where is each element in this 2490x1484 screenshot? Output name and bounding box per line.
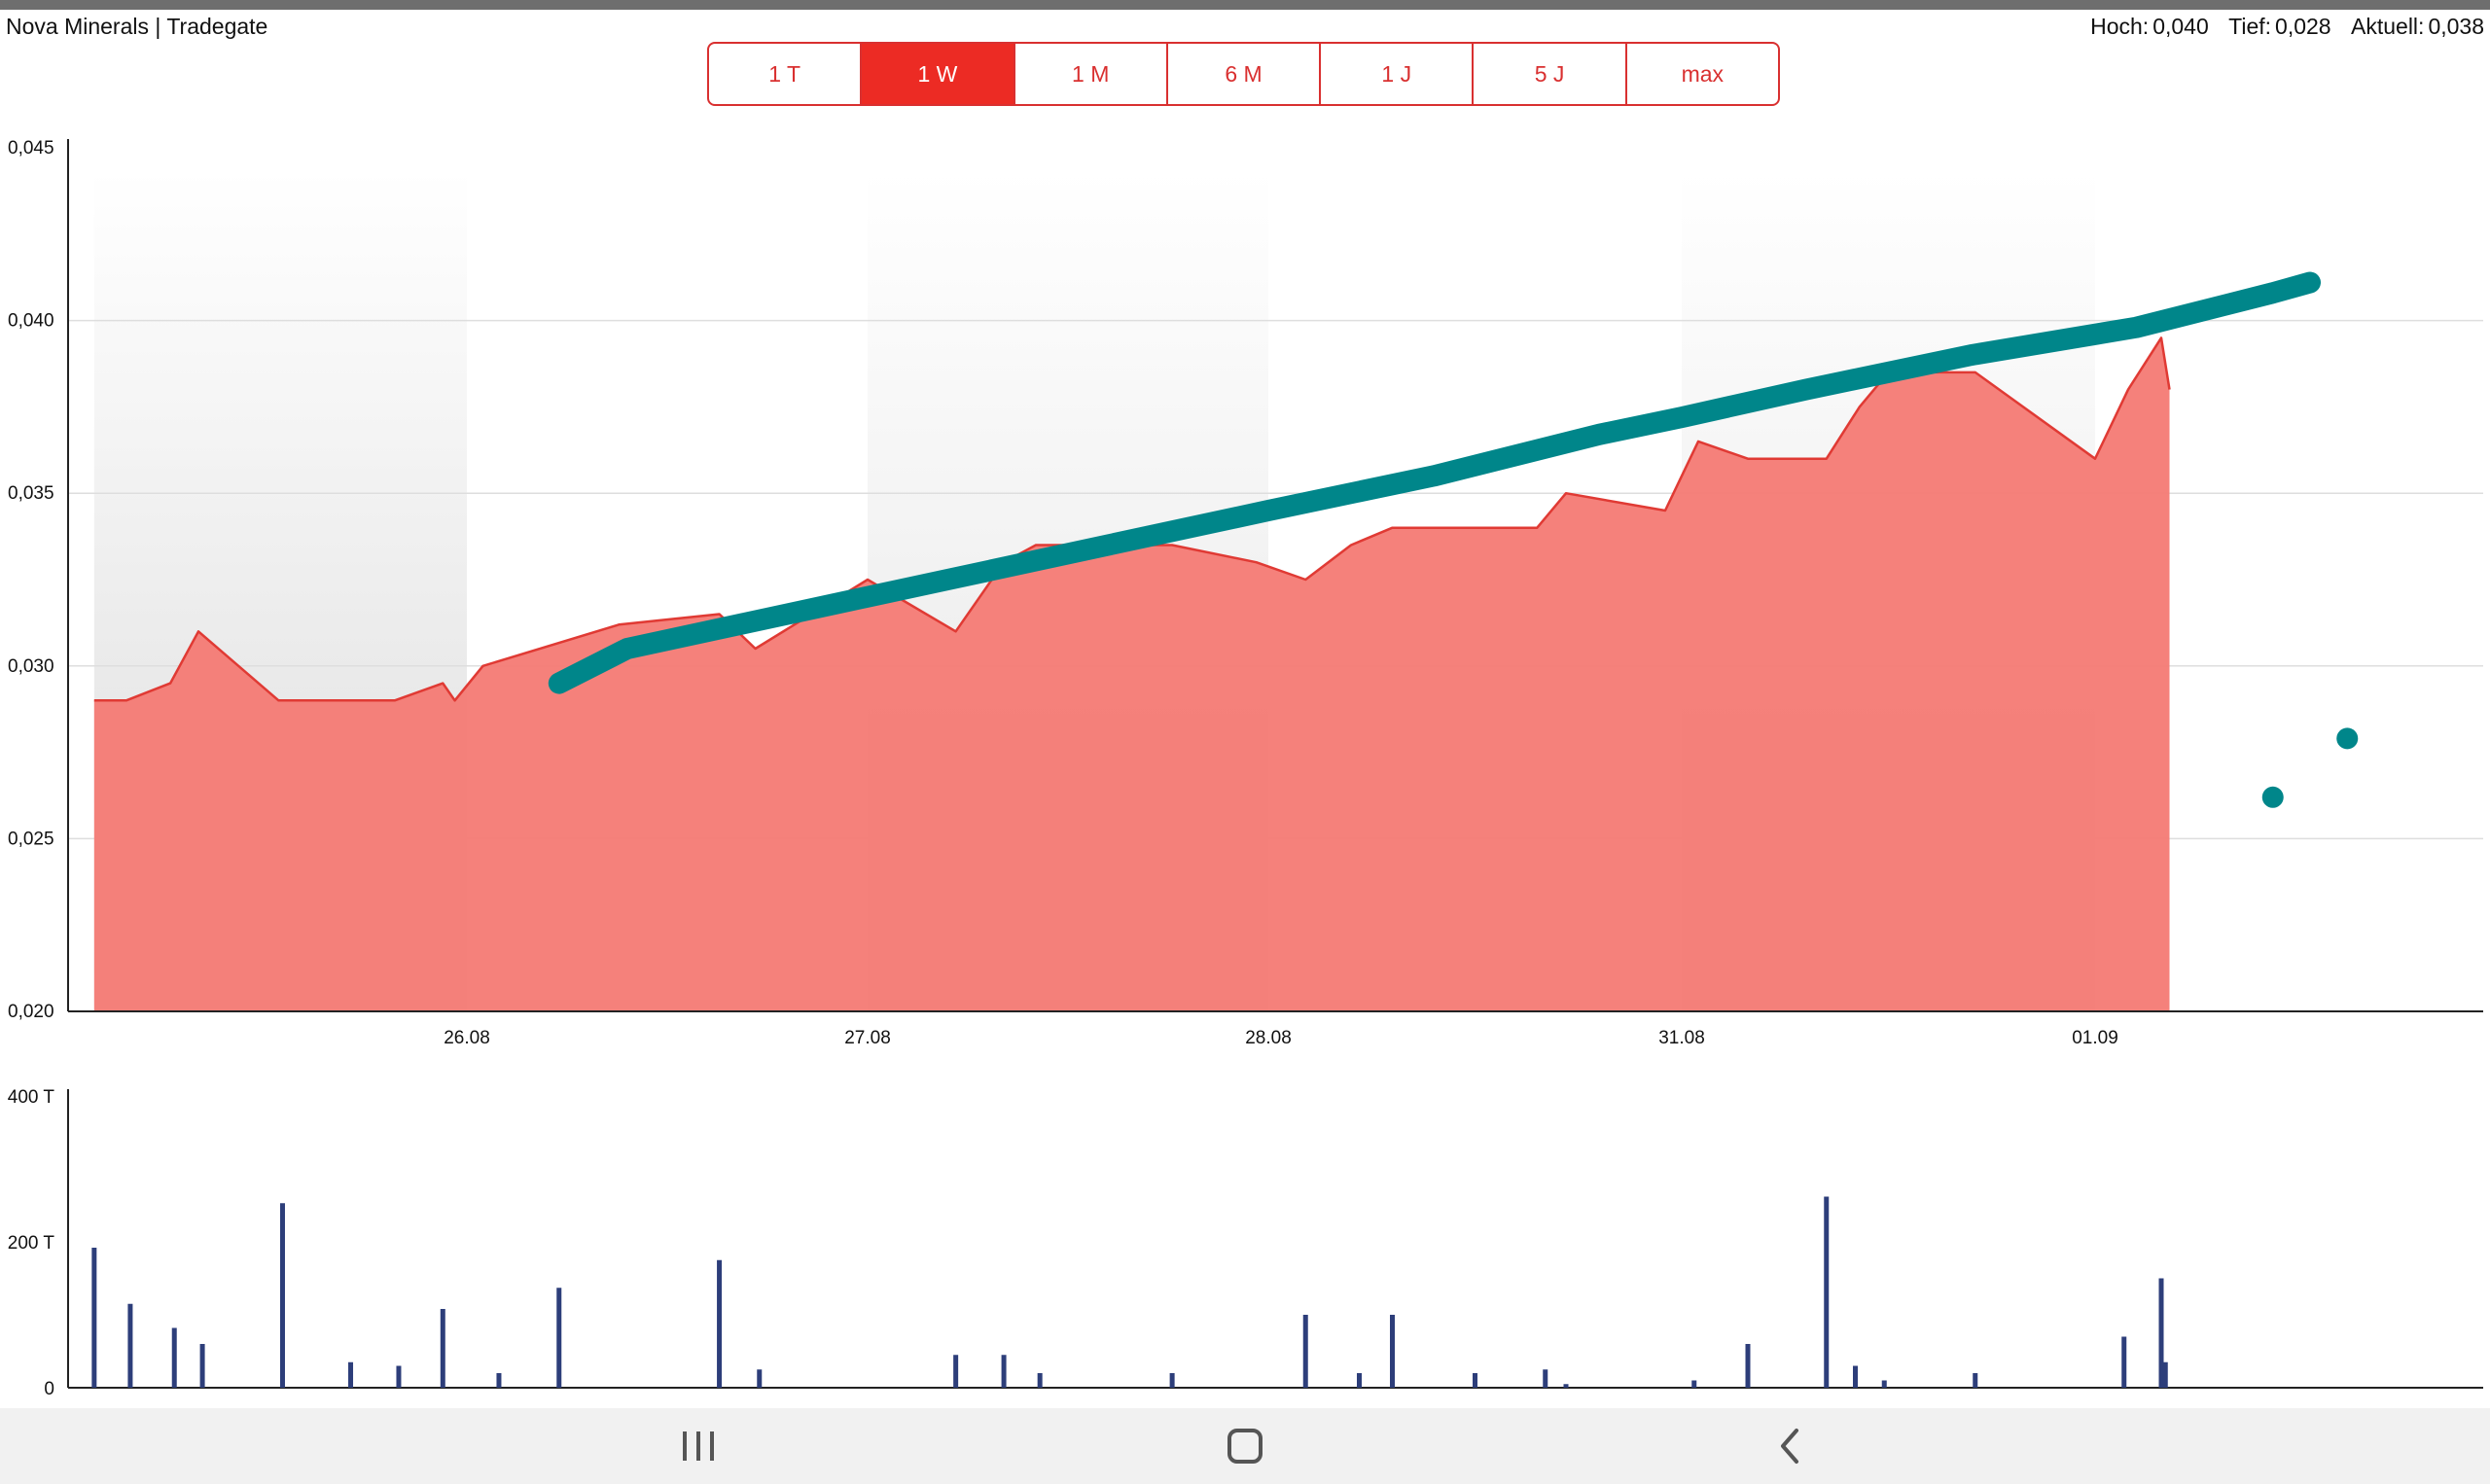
recent-apps-button[interactable] (640, 1408, 757, 1484)
price-stats: Hoch: 0,040 Tief: 0,028 Aktuell: 0,038 (2090, 12, 2484, 41)
drawn-dot (2336, 727, 2359, 750)
price-area (93, 337, 2170, 1011)
volume-bar (1563, 1384, 1569, 1388)
low-value: 0,028 (2275, 14, 2331, 39)
date-tick-label: 26.08 (444, 1028, 490, 1048)
high-value: 0,040 (2152, 14, 2209, 39)
tab-1j[interactable]: 1 J (1321, 44, 1475, 104)
home-icon (1227, 1429, 1263, 1464)
price-tick-label: 0,035 (8, 483, 54, 504)
tab-1w[interactable]: 1 W (862, 44, 1015, 104)
volume-bar (1853, 1365, 1858, 1388)
price-chart: 0,045 0,040 0,035 0,030 0,025 0,020 26.08 27.0… (8, 138, 2483, 1399)
price-tick-label: 0,040 (8, 311, 54, 332)
volume-tick-label: 0 (44, 1379, 54, 1399)
volume-bar (1037, 1373, 1043, 1388)
volume-bar (2121, 1336, 2127, 1388)
date-tick-label: 27.08 (844, 1028, 891, 1048)
tab-5j[interactable]: 5 J (1474, 44, 1627, 104)
price-tick-label: 0,020 (8, 1002, 54, 1022)
low-label: Tief: (2228, 14, 2272, 39)
volume-bar (2162, 1361, 2168, 1388)
tab-max[interactable]: max (1681, 60, 1725, 87)
volume-tick-label: 200 T (8, 1233, 55, 1254)
volume-bar (348, 1361, 354, 1388)
price-line (93, 336, 2171, 702)
volume-bar (1745, 1344, 1751, 1388)
volume-bar (556, 1288, 562, 1388)
drawn-trend-line (548, 271, 2321, 694)
page-title: Nova Minerals | Tradegate (6, 14, 268, 39)
volume-bar (91, 1248, 97, 1388)
high-label: Hoch: (2090, 14, 2150, 39)
date-tick-label: 31.08 (1658, 1028, 1705, 1048)
back-button[interactable] (1731, 1408, 1848, 1484)
price-tick-label: 0,030 (8, 656, 54, 677)
volume-bar (279, 1203, 285, 1388)
volume-bar (1691, 1380, 1697, 1388)
volume-bar (1824, 1196, 1830, 1388)
range-tabs: 1 T 1 W 1 M 6 M 1 J 5 J max (707, 42, 1780, 106)
volume-bar (1169, 1373, 1175, 1388)
volume-bar (1543, 1369, 1548, 1388)
drawn-dot (2261, 786, 2284, 808)
volume-bar (1357, 1373, 1362, 1388)
date-tick-label: 01.09 (2072, 1028, 2118, 1048)
volume-bar (171, 1327, 177, 1388)
volume-bar (496, 1373, 502, 1388)
volume-bar (127, 1303, 133, 1388)
android-nav-bar (0, 1408, 2490, 1484)
volume-bar (2158, 1278, 2164, 1388)
volume-bar (440, 1309, 445, 1388)
volume-bar (953, 1355, 959, 1388)
volume-bar (717, 1259, 723, 1388)
volume-bar (1473, 1373, 1477, 1388)
price-tick-label: 0,025 (8, 829, 54, 849)
current-label: Aktuell: (2351, 14, 2425, 39)
volume-bar (1973, 1373, 1978, 1388)
home-button[interactable] (1187, 1408, 1303, 1484)
tab-6m[interactable]: 6 M (1168, 44, 1322, 104)
tab-1m[interactable]: 1 M (1015, 44, 1168, 104)
volume-bar (396, 1365, 402, 1388)
date-tick-label: 28.08 (1245, 1028, 1292, 1048)
status-bar-edge (0, 0, 2490, 10)
volume-bar (1302, 1315, 1308, 1388)
volume-tick-label: 400 T (8, 1087, 55, 1108)
tab-1t[interactable]: 1 T (709, 44, 863, 104)
back-icon (1781, 1429, 1798, 1464)
recent-apps-icon (683, 1431, 714, 1461)
volume-bar (199, 1344, 205, 1388)
price-tick-label: 0,045 (8, 138, 54, 159)
current-value: 0,038 (2428, 14, 2484, 39)
volume-bar (1390, 1315, 1395, 1388)
volume-bar (757, 1369, 763, 1388)
volume-bar (1881, 1380, 1887, 1388)
volume-bar (1001, 1355, 1007, 1388)
